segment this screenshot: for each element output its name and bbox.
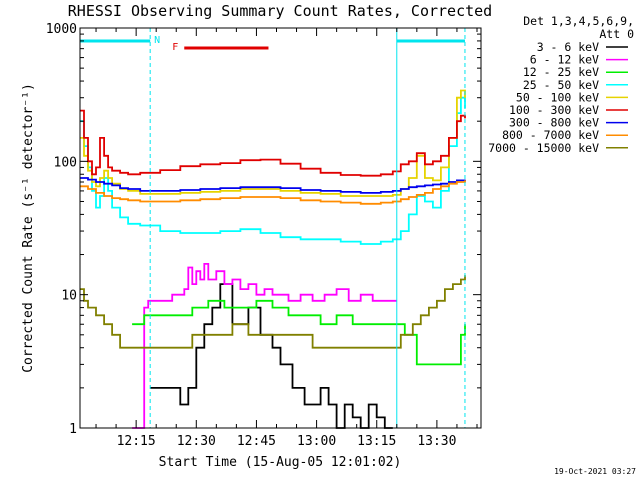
series-line-7 [80, 177, 466, 194]
series-line-1 [150, 283, 393, 429]
legend-label-1: 3 - 6 keV [537, 40, 599, 54]
x-tick-label: 12:30 [177, 434, 216, 449]
flag-label-N: N [154, 35, 160, 46]
plot-frame [79, 27, 482, 429]
legend-label-3: 12 - 25 keV [523, 65, 599, 79]
footer-timestamp: 19-Oct-2021 03:27 [554, 467, 636, 476]
legend-label-2: 6 - 12 keV [530, 53, 599, 67]
axes: 1 10 100 1000 12:15 12:30 12:45 13:00 13:15 13:30 [46, 22, 481, 449]
x-tick-label: 12:15 [117, 434, 156, 449]
legend-header-line-1: Det 1,3,4,5,6,9, [523, 14, 634, 28]
series-line-9 [80, 275, 466, 349]
series-line-5 [80, 89, 466, 197]
series-line-2 [132, 263, 397, 429]
legend-label-4: 25 - 50 keV [523, 78, 599, 92]
x-tick-label: 12:45 [237, 434, 276, 449]
y-tick-label: 1 [69, 422, 77, 437]
plot-area: NF [80, 28, 466, 429]
chart-title: RHESSI Observing Summary Count Rates, Co… [68, 2, 492, 20]
x-tick-label: 13:15 [357, 434, 396, 449]
y-tick-label: 100 [54, 155, 77, 170]
legend-header-line-2: Att 0 [599, 27, 634, 41]
series-line-3 [132, 299, 466, 366]
legend-label-7: 300 - 800 keV [509, 116, 599, 130]
series-line-6 [80, 109, 466, 177]
x-tick-label: 13:30 [417, 434, 456, 449]
y-tick-label: 1000 [46, 22, 77, 37]
x-axis-label: Start Time (15-Aug-05 12:01:02) [159, 455, 402, 470]
legend-label-6: 100 - 300 keV [509, 103, 599, 117]
x-tick-label: 13:00 [297, 434, 336, 449]
legend-label-8: 800 - 7000 keV [502, 128, 599, 142]
legend-label-5: 50 - 100 keV [516, 90, 599, 104]
legend-label-9: 7000 - 15000 keV [488, 141, 599, 155]
y-axis-label: Corrected Count Rate (s⁻¹ detector⁻¹) [21, 83, 36, 373]
series-line-8 [80, 180, 466, 205]
flag-label-F: F [172, 42, 178, 53]
y-tick-label: 10 [61, 289, 77, 304]
